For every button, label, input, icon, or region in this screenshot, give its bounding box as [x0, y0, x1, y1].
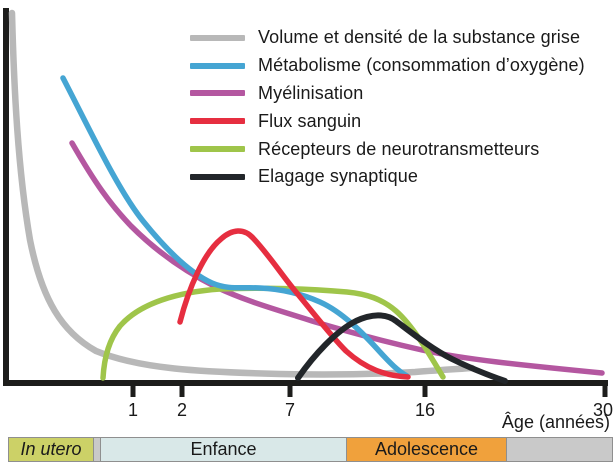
red-line-swatch-icon	[190, 118, 245, 125]
gray-line-swatch-icon	[190, 34, 245, 41]
tick-label-7: 7	[284, 400, 295, 420]
tick-label-16: 16	[414, 400, 436, 420]
blue-line-swatch-icon	[190, 62, 245, 69]
legend: Volume et densité de la substance grise …	[190, 24, 585, 191]
legend-label: Métabolisme (consommation d’oxygène)	[258, 55, 585, 76]
legend-item-gray-matter: Volume et densité de la substance grise	[190, 24, 585, 52]
phase-adolescence: Adolescence	[346, 437, 507, 462]
legend-label: Récepteurs de neurotransmetteurs	[258, 138, 540, 159]
legend-label: Volume et densité de la substance grise	[258, 27, 581, 48]
x-tick-16	[422, 381, 428, 397]
legend-label: Flux sanguin	[258, 110, 362, 131]
curve-metabolism	[60, 75, 410, 379]
curve-synaptic-pruning	[295, 312, 508, 384]
x-tick-2	[179, 381, 185, 397]
purple-line-swatch-icon	[190, 90, 245, 97]
x-tick-1	[130, 381, 136, 397]
legend-item-blood-flow: Flux sanguin	[190, 107, 585, 135]
legend-label: Myélinisation	[258, 82, 364, 103]
legend-label: Elagage synaptique	[258, 166, 418, 187]
phase-in-utero: In utero	[8, 437, 94, 462]
black-line-swatch-icon	[190, 173, 245, 180]
curve-blood-flow	[177, 228, 411, 380]
legend-item-metabolism: Métabolisme (consommation d’oxygène)	[190, 52, 585, 80]
phase-enfance: Enfance	[100, 437, 347, 462]
tick-label-1: 1	[127, 400, 138, 420]
tick-label-2: 2	[176, 400, 187, 420]
x-axis	[3, 380, 608, 386]
curve-myelination	[69, 140, 605, 376]
green-line-swatch-icon	[190, 146, 245, 153]
legend-item-pruning: Elagage synaptique	[190, 163, 585, 191]
legend-item-myelination: Myélinisation	[190, 80, 585, 108]
y-axis	[3, 8, 9, 386]
legend-item-receptors: Récepteurs de neurotransmetteurs	[190, 135, 585, 163]
life-phase-band: In utero Enfance Adolescence	[8, 437, 613, 462]
x-axis-title: Âge (années)	[501, 412, 610, 432]
x-tick-7	[287, 381, 293, 397]
x-tick-30	[602, 381, 608, 397]
tick-label-30: 30	[592, 400, 614, 420]
